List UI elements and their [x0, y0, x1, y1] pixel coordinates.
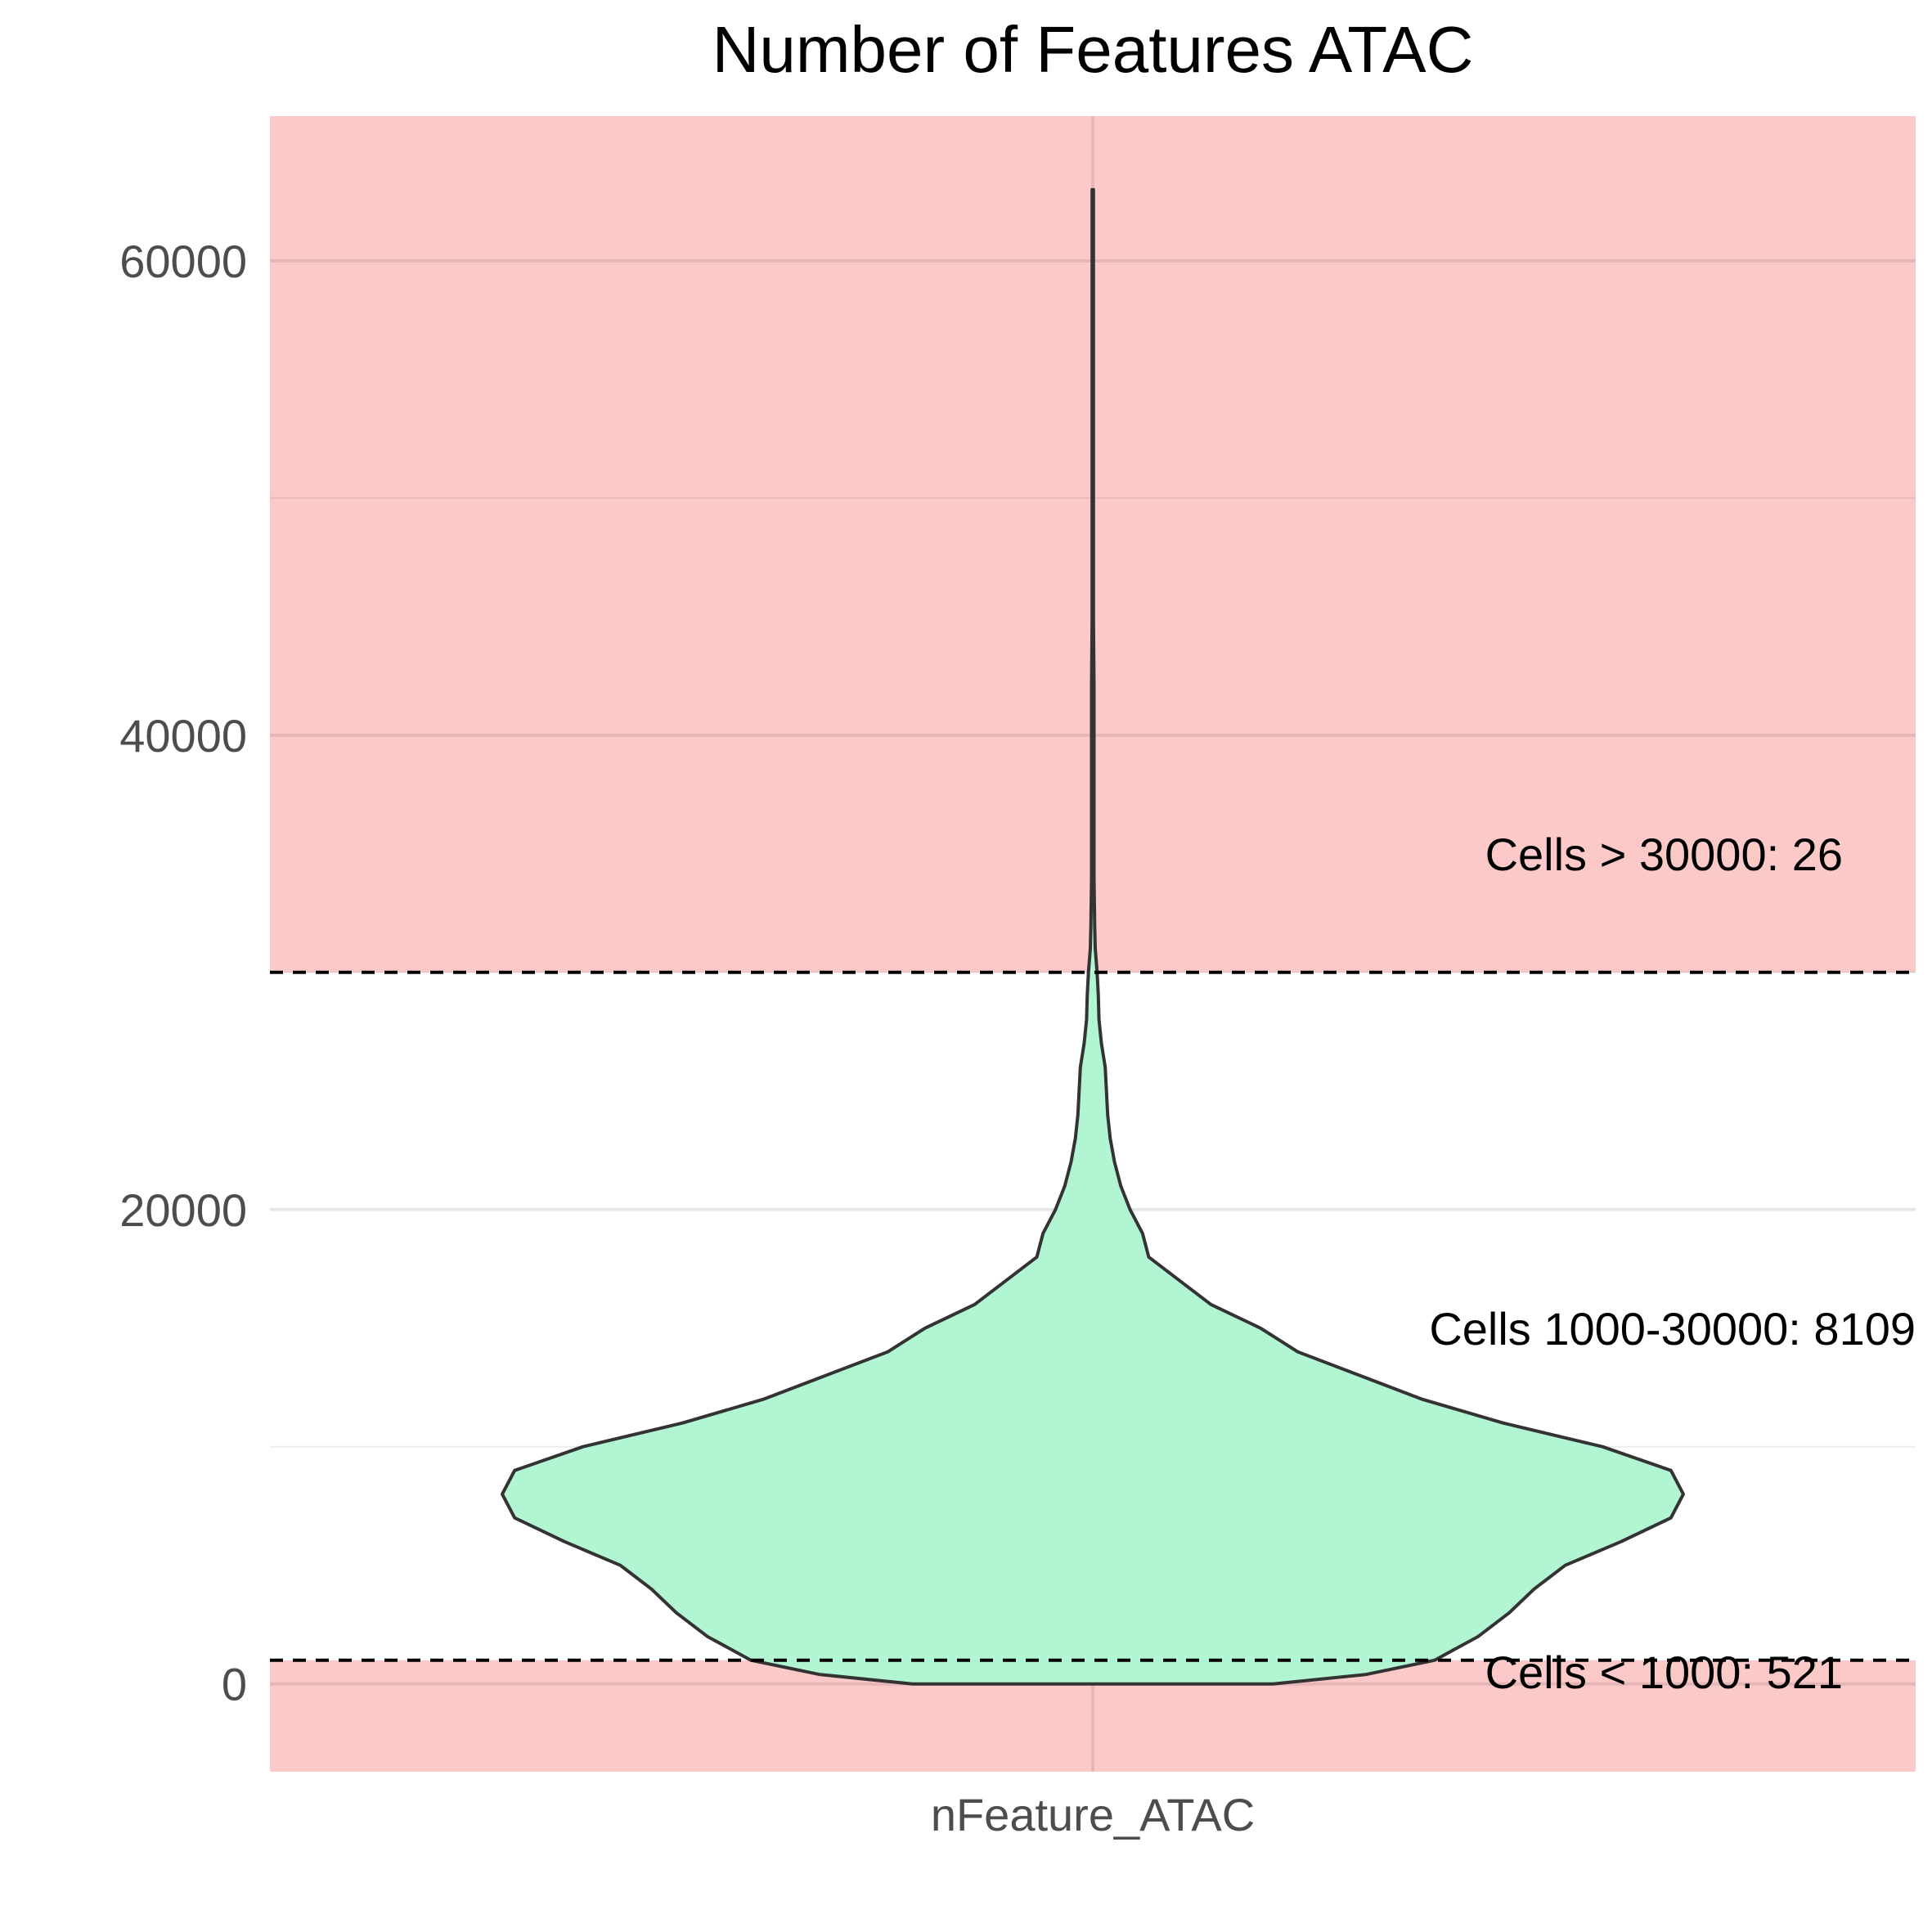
annotation-label: Cells < 1000: 521 [1485, 1647, 1843, 1698]
violin-body [501, 187, 1685, 1686]
y-tick-label: 0 [222, 1659, 247, 1710]
annotation-layer: Cells > 30000: 26 Cells 1000-30000: 8109 C… [1429, 829, 1916, 1698]
annotation-label: Cells 1000-30000: 8109 [1429, 1303, 1916, 1355]
x-tick-label: nFeature_ATAC [931, 1789, 1255, 1840]
x-axis-ticks: nFeature_ATAC [931, 1789, 1255, 1840]
chart-title: Number of Features ATAC [712, 13, 1474, 86]
violin-layer [501, 187, 1685, 1686]
y-axis-ticks: 0 20000 40000 60000 [119, 236, 247, 1710]
y-tick-label: 20000 [119, 1184, 247, 1236]
y-tick-label: 40000 [119, 710, 247, 762]
y-tick-label: 60000 [119, 236, 247, 287]
annotation-label: Cells > 30000: 26 [1485, 829, 1843, 880]
